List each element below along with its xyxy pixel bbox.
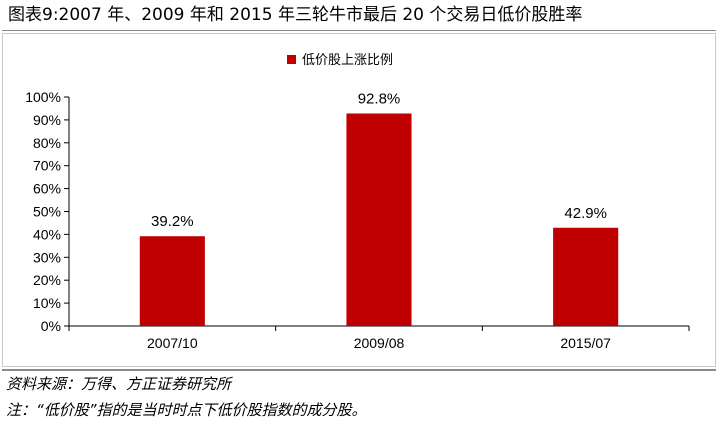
figure-title: 图表9:2007 年、2009 年和 2015 年三轮牛市最后 20 个交易日低… <box>8 5 583 25</box>
plot-area: 0% 10% 20% 30% 40% 50% 60% 70% 80% 90% 100% 39.2% 20… <box>25 89 690 351</box>
legend-swatch <box>287 55 296 64</box>
x-tick-label: 2009/08 <box>354 335 405 351</box>
data-label: 39.2% <box>151 213 194 230</box>
footer-rule <box>2 369 716 371</box>
chart-frame <box>2 33 716 367</box>
source-text: 资料来源：万得、方正证券研究所 <box>6 375 232 393</box>
y-tick-label: 20% <box>33 272 61 288</box>
y-tick-label: 10% <box>33 295 61 311</box>
x-tick-label: 2007/10 <box>147 335 198 351</box>
y-tick-label: 40% <box>33 226 61 242</box>
bar <box>346 113 412 326</box>
x-tick-label: 2015/07 <box>560 335 611 351</box>
y-tick-label: 50% <box>33 204 61 220</box>
data-label: 92.8% <box>358 90 401 107</box>
data-label: 42.9% <box>564 205 607 222</box>
title-rule <box>2 30 716 31</box>
y-tick-label: 100% <box>25 89 61 105</box>
y-tick-label: 60% <box>33 181 61 197</box>
bar <box>553 227 619 326</box>
legend-label: 低价股上涨比例 <box>302 53 393 68</box>
y-tick-label: 0% <box>41 318 61 334</box>
y-tick-label: 90% <box>33 112 61 128</box>
legend: 低价股上涨比例 <box>287 53 393 68</box>
y-tick-label: 30% <box>33 249 61 265</box>
note-text: 注：“低价股”指的是当时时点下低价股指数的成分股。 <box>6 401 367 419</box>
y-tick-label: 70% <box>33 158 61 174</box>
bar <box>139 236 205 326</box>
y-tick-label: 80% <box>33 135 61 151</box>
